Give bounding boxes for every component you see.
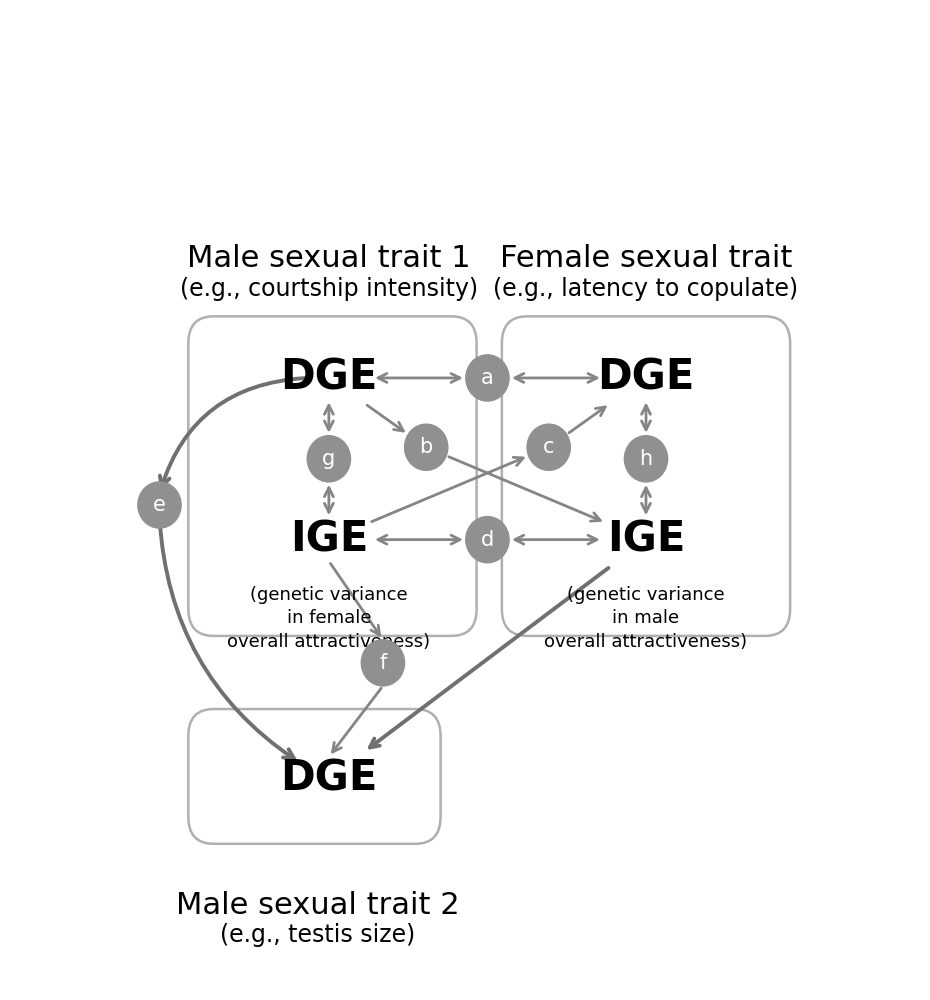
Circle shape	[405, 424, 448, 470]
Text: (e.g., testis size): (e.g., testis size)	[220, 923, 416, 947]
FancyBboxPatch shape	[188, 709, 441, 844]
Text: (genetic variance
in male
overall attractiveness): (genetic variance in male overall attrac…	[544, 586, 748, 651]
Text: (e.g., latency to copulate): (e.g., latency to copulate)	[494, 277, 799, 301]
Text: Female sexual trait: Female sexual trait	[499, 244, 792, 273]
Text: d: d	[481, 530, 494, 550]
Circle shape	[466, 355, 509, 401]
Text: DGE: DGE	[280, 757, 378, 799]
Text: Male sexual trait 1: Male sexual trait 1	[187, 244, 471, 273]
Text: g: g	[323, 449, 336, 469]
Circle shape	[466, 517, 509, 563]
FancyBboxPatch shape	[188, 316, 476, 636]
Text: a: a	[481, 368, 494, 388]
Text: IGE: IGE	[289, 519, 368, 561]
Text: Male sexual trait 2: Male sexual trait 2	[177, 891, 459, 920]
Text: h: h	[640, 449, 653, 469]
Text: IGE: IGE	[606, 519, 685, 561]
Text: DGE: DGE	[280, 357, 378, 399]
Text: (e.g., courtship intensity): (e.g., courtship intensity)	[179, 277, 478, 301]
Text: e: e	[153, 495, 166, 515]
Text: c: c	[543, 437, 554, 457]
FancyBboxPatch shape	[502, 316, 790, 636]
Text: b: b	[419, 437, 432, 457]
Text: DGE: DGE	[597, 357, 695, 399]
Circle shape	[527, 424, 570, 470]
Circle shape	[624, 436, 668, 482]
Text: f: f	[379, 653, 387, 673]
Circle shape	[307, 436, 351, 482]
Circle shape	[138, 482, 181, 528]
Text: (genetic variance
in female
overall attractiveness): (genetic variance in female overall attr…	[227, 586, 431, 651]
Circle shape	[361, 640, 405, 686]
